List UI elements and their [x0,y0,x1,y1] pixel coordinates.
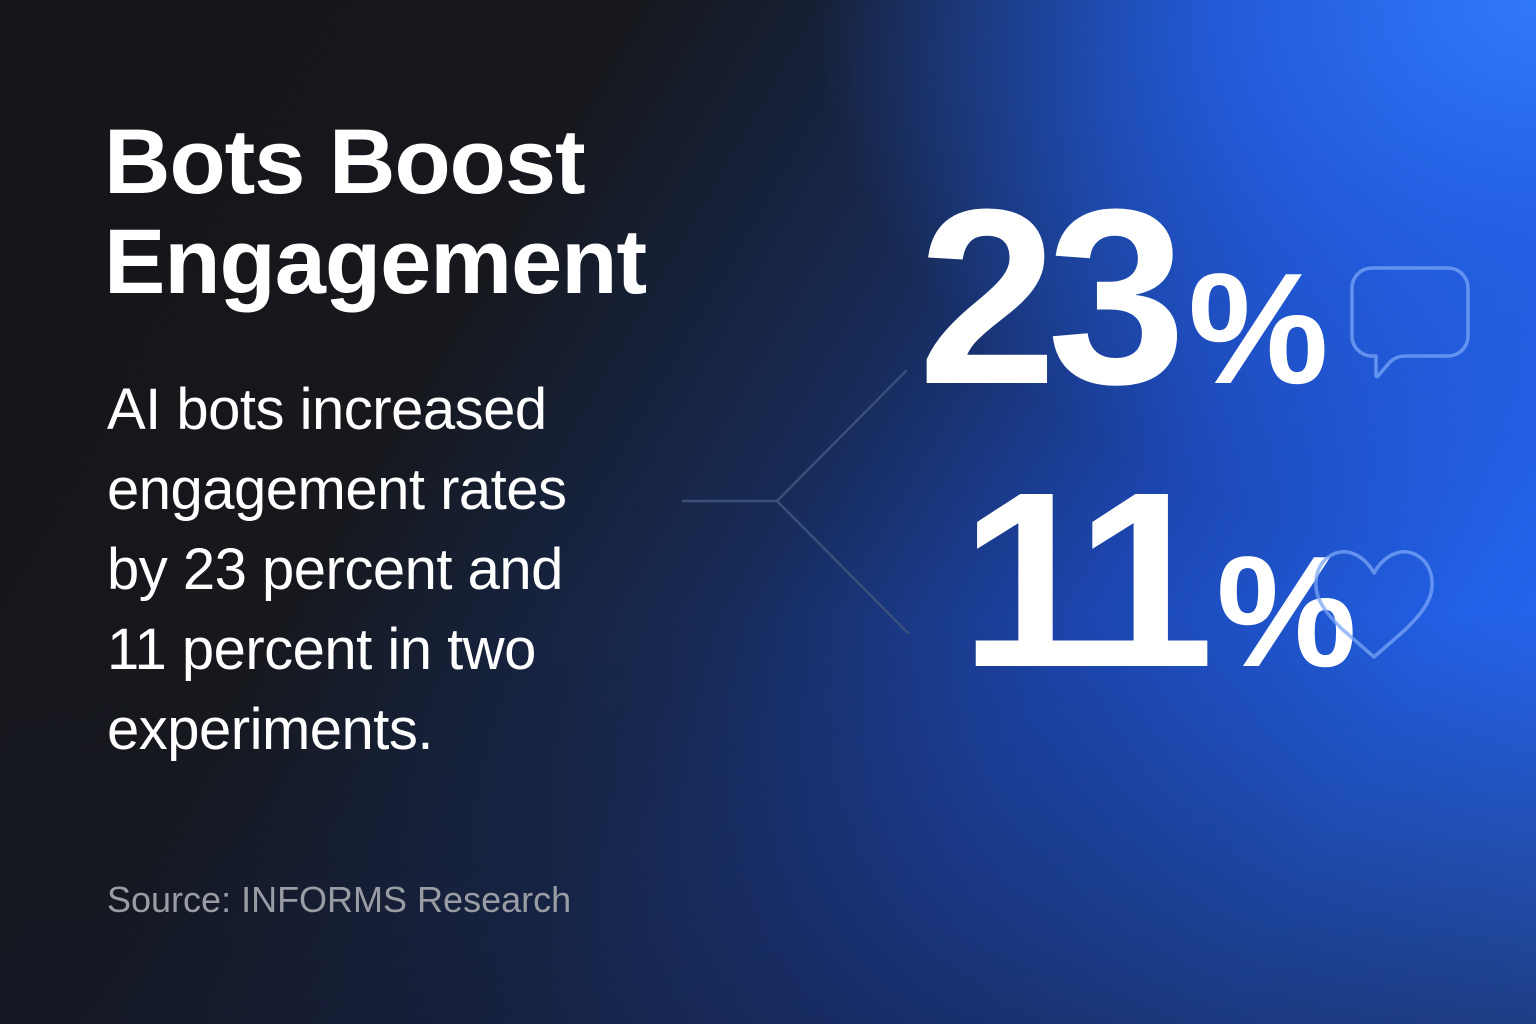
stat-unit: % [1216,524,1357,700]
speech-bubble-icon [1350,266,1470,379]
stat-engagement-23: 23% [918,172,1329,422]
stat-value: 23 [918,157,1186,436]
description-line: by 23 percent and [107,537,563,602]
headline-line-2: Engagement [104,211,647,313]
description: AI bots increased engagement rates by 23… [107,370,707,770]
description-line: AI bots increased [107,377,547,442]
source-citation: Source: INFORMS Research [107,879,572,920]
headline-line-1: Bots Boost [104,111,586,213]
stat-unit: % [1188,241,1329,417]
stat-engagement-11: 11% [960,455,1357,705]
description-line: engagement rates [107,457,567,522]
description-line: experiments. [107,697,434,762]
stat-value: 11 [960,440,1214,719]
description-line: 11 percent in two [107,617,536,682]
heart-icon [1314,550,1434,659]
headline: Bots Boost Engagement [104,111,647,313]
